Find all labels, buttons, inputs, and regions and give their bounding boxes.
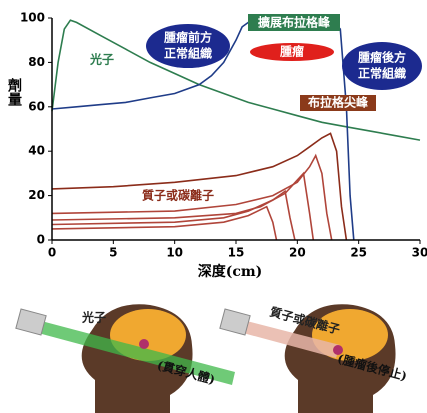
y-tick-label: 80	[28, 55, 45, 69]
illustration-proton: 質子或碳離子 (腫瘤後停止)	[220, 304, 409, 413]
annotation: 腫瘤後方	[358, 50, 406, 65]
annotation: 光子	[89, 52, 114, 67]
x-tick-label: 25	[350, 246, 367, 260]
x-tick-label: 0	[48, 246, 56, 260]
annotation: 正常組織	[358, 66, 406, 81]
annotation: 布拉格尖峰	[308, 95, 369, 110]
y-tick-label: 100	[20, 11, 45, 25]
page: {"chart_data": {"type": "line", "x_label…	[0, 0, 427, 413]
annotation: 正常組織	[164, 46, 212, 61]
x-tick-label: 30	[412, 246, 427, 260]
x-tick-label: 15	[228, 246, 245, 260]
y-tick-label: 0	[37, 233, 45, 247]
y-tick-label: 40	[28, 144, 45, 158]
annotation: 擴展布拉格峰	[258, 15, 331, 30]
x-axis-label: 深度(cm)	[198, 263, 263, 280]
chart: 擴展布拉格峰 腫瘤 腫瘤前方 正常組織 腫瘤後方 正常組織 布拉格尖峰 光子 質…	[0, 0, 427, 413]
annotation: 腫瘤	[280, 44, 304, 59]
y-axis-label: 劑量	[6, 77, 23, 107]
x-tick-label: 10	[166, 246, 183, 260]
y-tick-label: 20	[28, 188, 45, 202]
x-tick-label: 20	[289, 246, 306, 260]
illustration-photon: 光子 (貫穿人體)	[16, 304, 235, 413]
illustration-label: 光子	[81, 310, 106, 325]
annotation: 腫瘤前方	[164, 30, 212, 45]
y-tick-label: 60	[28, 99, 45, 113]
x-tick-label: 5	[109, 246, 117, 260]
annotation: 質子或碳離子	[142, 188, 214, 203]
